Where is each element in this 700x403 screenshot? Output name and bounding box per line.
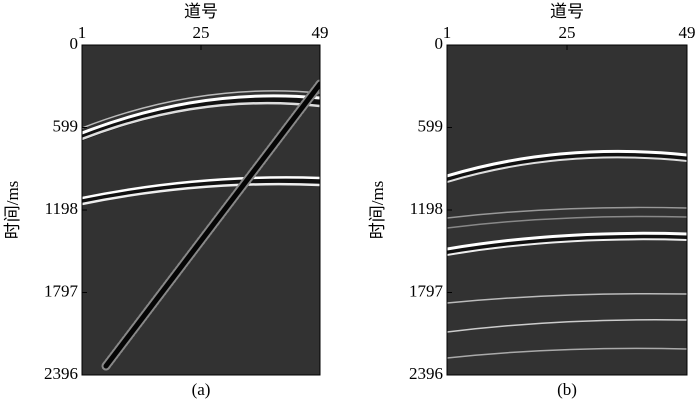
x-tick-label: 25 xyxy=(193,23,210,42)
panel-b-image xyxy=(447,45,687,375)
x-axis-label: 道号 xyxy=(184,2,218,21)
y-tick-label: 1198 xyxy=(45,199,78,218)
caption: (a) xyxy=(192,380,211,399)
x-tick-label: 49 xyxy=(679,23,696,42)
y-axis-label: 时间/ms xyxy=(368,181,387,240)
y-tick-label: 0 xyxy=(70,34,79,53)
y-tick-label: 0 xyxy=(435,34,444,53)
panel-a-image xyxy=(82,45,320,375)
y-axis-label: 时间/ms xyxy=(3,181,22,240)
y-tick-label: 599 xyxy=(418,116,444,135)
y-tick-label: 1198 xyxy=(410,199,443,218)
x-tick-label: 1 xyxy=(443,23,452,42)
y-tick-label: 2396 xyxy=(44,364,78,383)
x-axis-label: 道号 xyxy=(550,2,584,21)
caption: (b) xyxy=(557,380,577,399)
x-tick-label: 49 xyxy=(312,23,329,42)
y-tick-label: 1797 xyxy=(44,281,79,300)
x-tick-label: 1 xyxy=(78,23,87,42)
y-tick-label: 599 xyxy=(53,116,79,135)
x-tick-label: 25 xyxy=(559,23,576,42)
y-tick-label: 2396 xyxy=(409,364,443,383)
y-tick-label: 1797 xyxy=(409,281,444,300)
